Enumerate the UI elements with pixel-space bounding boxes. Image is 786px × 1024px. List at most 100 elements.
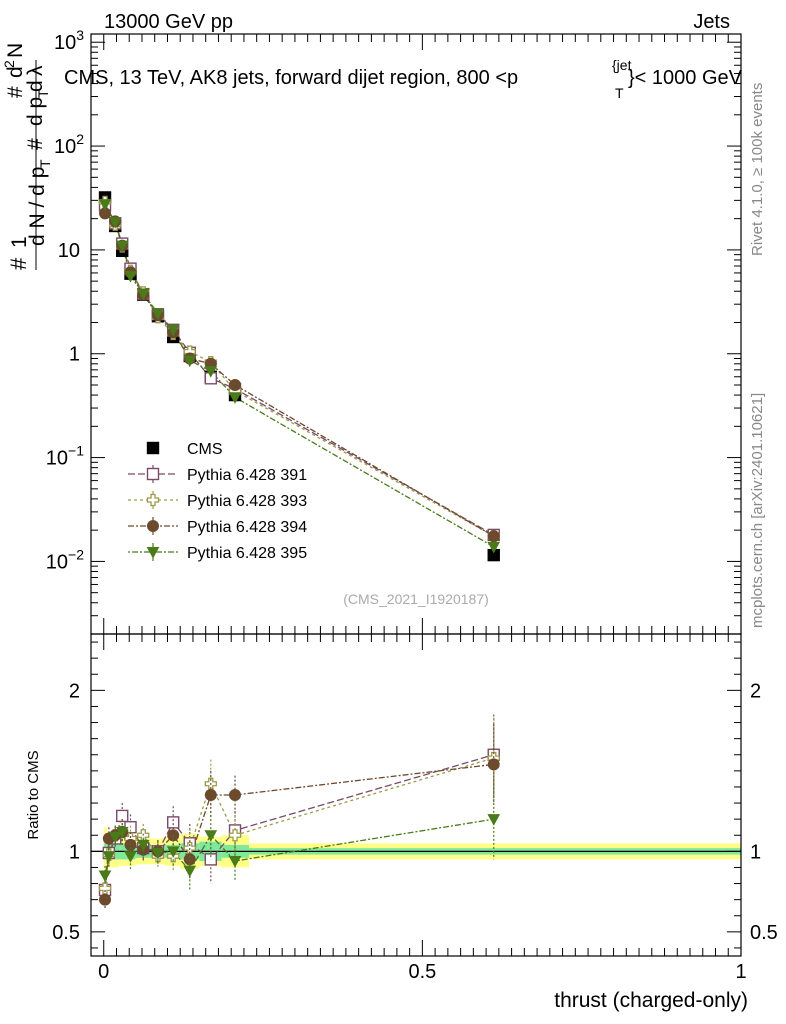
ratio-point-p391 — [167, 816, 180, 829]
series-line-p393 — [104, 201, 495, 537]
ratio-point-p395 — [108, 831, 122, 844]
svg-text:λ: λ — [24, 65, 47, 76]
svg-text:T: T — [35, 89, 51, 98]
rivet-version-label: Rivet 4.1.0, ≥ 100k events — [749, 83, 766, 256]
data-point-p395 — [183, 355, 197, 368]
y-tick-label: 102 — [54, 131, 84, 158]
data-point-p395 — [151, 308, 165, 320]
x-tick-labels: 0 0.5 1 — [98, 961, 746, 983]
svg-text:N: N — [4, 43, 27, 58]
data-point-p395 — [487, 541, 501, 554]
ratio-panel-frame — [90, 633, 742, 957]
svg-text:T: T — [37, 159, 53, 168]
ratio-point-p393 — [228, 829, 242, 842]
legend-marker-p395 — [146, 547, 160, 559]
main-ylabel: # 1 d N / d p T # d p T d λ # d 2 N — [1, 43, 53, 270]
ratio-line-p394 — [104, 763, 494, 900]
ratio-point-p395 — [136, 839, 150, 852]
svg-text:1: 1 — [8, 236, 31, 248]
ratio-point-p391 — [116, 809, 129, 823]
legend-label: Pythia 6.428 395 — [187, 545, 307, 562]
ratio-point-p395 — [183, 865, 197, 878]
data-point-p395 — [108, 217, 122, 229]
series-line-p391 — [104, 204, 495, 536]
ratio-point-p395 — [487, 814, 501, 826]
ratio-point-p395 — [124, 851, 137, 863]
ratio-y-tick-label: 2 — [69, 680, 80, 702]
ratio-point-p393 — [98, 882, 112, 895]
ratio-y-tick-label: 1 — [69, 841, 80, 863]
y-tick-label: 1 — [69, 344, 80, 366]
ratio-point-p394 — [204, 789, 217, 801]
ratio-point-p394 — [229, 789, 242, 801]
ratio-series-markers — [98, 714, 501, 910]
ratio-y-tick-label-right: 0.5 — [750, 922, 778, 944]
ratio-y-tick-label: 0.5 — [52, 922, 80, 944]
ratio-line-p393 — [104, 757, 494, 889]
svg-text:d: d — [4, 66, 27, 78]
svg-text:#: # — [24, 138, 47, 150]
series-line-p394 — [104, 212, 495, 537]
legend-label: Pythia 6.428 393 — [187, 493, 307, 510]
legend-label: CMS — [187, 441, 223, 458]
svg-text:d p: d p — [24, 97, 47, 126]
mcplots-label: mcplots.cern.ch [arXiv:2401.10621] — [749, 393, 766, 628]
legend: CMS Pythia 6.428 391 Pythia 6.428 393 Pythi… — [128, 441, 307, 562]
ratio-y-tick-label-right: 1 — [750, 841, 761, 863]
x-axis-label: thrust (charged-only) — [554, 989, 748, 1012]
svg-text:}< 1000 GeV: }< 1000 GeV — [628, 67, 743, 89]
legend-marker-p394 — [147, 520, 159, 532]
legend-marker-p393 — [146, 493, 160, 507]
plot-title: CMS, 13 TeV, AK8 jets, forward dijet reg… — [64, 57, 743, 101]
y-tick-label: 103 — [54, 27, 84, 54]
ratio-series-lines — [104, 754, 494, 900]
ratio-ylabel: Ratio to CMS — [25, 750, 42, 839]
svg-text:{jet: {jet — [612, 57, 632, 73]
analysis-watermark: (CMS_2021_I1920187) — [343, 591, 489, 607]
legend-label: Pythia 6.428 394 — [187, 519, 307, 536]
data-point-p395 — [136, 288, 150, 301]
ratio-y-tick-labels: 0.5 0.5 1 1 2 2 — [52, 680, 778, 944]
main-panel-frame — [90, 33, 742, 635]
ratio-axis-ticks — [90, 634, 742, 956]
data-point-p394 — [487, 530, 500, 543]
ratio-point-p395 — [228, 856, 242, 868]
ratio-point-p395 — [151, 847, 165, 860]
data-point-p395 — [98, 199, 112, 211]
legend-marker-cms — [146, 441, 160, 455]
main-y-tick-labels: 10−2 10−1 1 10 102 103 — [46, 27, 84, 573]
svg-text:T: T — [615, 85, 624, 101]
data-point-p395 — [124, 271, 137, 283]
svg-text:#: # — [6, 257, 31, 270]
ratio-line-p391 — [104, 754, 494, 891]
data-point-p395 — [166, 324, 180, 337]
x-tick-label: 0 — [98, 961, 109, 983]
y-tick-label: 10−1 — [46, 443, 84, 470]
ratio-point-p395 — [102, 851, 116, 863]
svg-text:d: d — [24, 80, 47, 92]
y-tick-label: 10 — [58, 240, 80, 262]
svg-text:d N / d p: d N / d p — [26, 167, 49, 246]
x-tick-label: 0.5 — [408, 961, 436, 983]
legend-marker-p391 — [146, 467, 160, 481]
category-label: Jets — [693, 11, 730, 33]
data-point-p395 — [115, 240, 129, 253]
data-point-p395 — [228, 392, 242, 404]
energy-label: 13000 GeV pp — [104, 11, 233, 33]
ratio-y-tick-label-right: 2 — [750, 680, 761, 702]
ratio-point-p395 — [166, 846, 180, 858]
svg-text:CMS, 13 TeV, AK8 jets, forward: CMS, 13 TeV, AK8 jets, forward dijet reg… — [64, 67, 518, 89]
main-axis-ticks — [90, 34, 742, 635]
ratio-point-p394 — [487, 758, 500, 771]
ratio-point-p395 — [115, 827, 129, 839]
ratio-point-p395 — [204, 830, 218, 842]
data-point-p395 — [204, 366, 218, 378]
y-tick-label: 10−2 — [46, 546, 84, 573]
data-point-p394 — [229, 378, 242, 391]
ratio-point-p394 — [99, 893, 112, 906]
ratio-point-p395 — [98, 870, 112, 883]
svg-text:2: 2 — [1, 60, 17, 68]
svg-text:#: # — [4, 86, 27, 98]
main-series-markers — [98, 191, 501, 562]
